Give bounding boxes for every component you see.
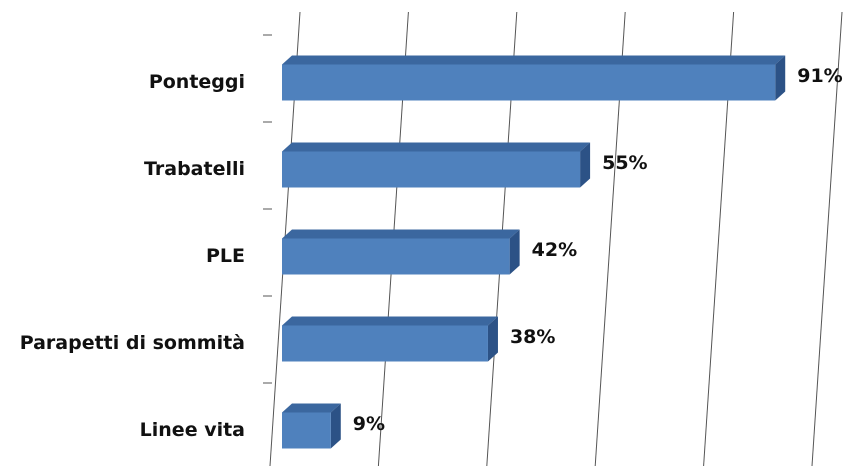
data-label: 9% <box>353 413 385 435</box>
bar <box>282 229 520 275</box>
bar-face <box>282 316 498 326</box>
data-label: 42% <box>532 239 577 261</box>
y-tick-label: Linee vita <box>140 419 245 441</box>
bar-face <box>775 55 786 101</box>
bar <box>282 403 341 449</box>
bar-face <box>282 403 341 413</box>
data-label: 38% <box>510 326 555 348</box>
bar-face <box>487 316 498 362</box>
data-label: 55% <box>602 152 647 174</box>
y-tick-label: PLE <box>206 245 245 267</box>
bar-face <box>282 412 331 449</box>
bar <box>282 316 498 362</box>
data-label: 91% <box>797 65 842 87</box>
bar-face <box>282 229 520 239</box>
bar-face <box>282 325 488 362</box>
bar-face <box>330 403 341 449</box>
bar-face <box>580 142 591 188</box>
bar <box>282 55 786 101</box>
grid-line <box>811 11 843 467</box>
y-tick-label: Ponteggi <box>149 71 245 93</box>
bar-face <box>509 229 520 275</box>
category-separators <box>263 34 272 384</box>
bar-face <box>282 142 591 152</box>
bar-face <box>282 64 776 101</box>
bar-face <box>282 151 581 188</box>
y-tick-label: Trabatelli <box>144 158 245 180</box>
bar-face <box>282 55 786 65</box>
y-tick-label: Parapetti di sommità <box>20 332 245 354</box>
bar-face <box>282 238 510 275</box>
bar <box>282 142 591 188</box>
